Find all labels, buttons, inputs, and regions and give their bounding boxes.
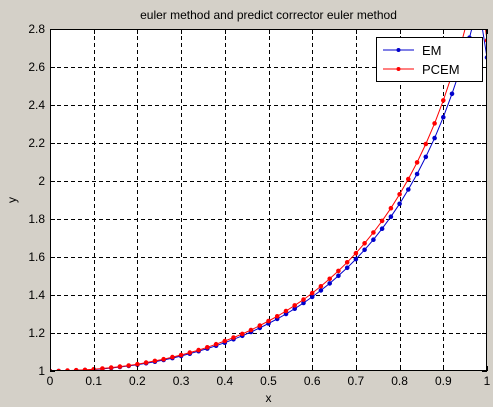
data-point-em <box>336 273 341 279</box>
data-point-pcem <box>82 367 88 371</box>
data-point-pcem <box>353 250 359 256</box>
x-axis-label: x <box>266 391 272 405</box>
data-point-em <box>327 281 333 286</box>
data-point-pcem <box>100 366 105 371</box>
legend-box <box>376 37 483 82</box>
y-tick-label: 1.8 <box>28 212 45 226</box>
data-point-pcem <box>178 352 184 358</box>
data-point-pcem <box>318 284 324 289</box>
data-point-pcem <box>301 297 306 302</box>
data-point-pcem <box>196 347 201 353</box>
y-axis-label: y <box>5 197 19 203</box>
data-point-em <box>388 214 394 219</box>
data-point-pcem <box>344 260 350 265</box>
data-point-pcem <box>108 365 114 370</box>
x-tick-label: 0.9 <box>435 374 452 388</box>
data-point-pcem <box>309 290 315 296</box>
data-point-pcem <box>187 350 193 355</box>
data-point-pcem <box>231 335 236 340</box>
data-point-pcem <box>117 364 123 369</box>
x-tick-label: 0 <box>47 374 54 388</box>
data-point-em <box>344 265 350 271</box>
data-point-pcem <box>379 218 385 224</box>
data-point-pcem <box>371 230 376 235</box>
data-point-pcem <box>143 360 149 365</box>
data-point-em <box>441 114 446 120</box>
ticks: 0 0.1 0.2 0.3 0.4 0.5 0.6 0.7 0.8 0.9 1 1 1.2 1.4 1.6 1… <box>28 22 490 388</box>
data-point-em <box>432 135 437 141</box>
series-pcem <box>50 10 487 371</box>
data-point-pcem <box>266 318 271 324</box>
data-point-em <box>318 288 324 293</box>
y-tick-label: 2.8 <box>28 22 45 36</box>
data-point-pcem <box>222 338 228 344</box>
data-point-pcem <box>432 121 437 126</box>
data-point-pcem <box>152 358 158 364</box>
data-point-em <box>362 247 367 253</box>
data-point-pcem <box>406 176 411 182</box>
data-point-pcem <box>274 314 280 319</box>
x-tick-label: 0.6 <box>304 374 321 388</box>
x-tick-label: 0.4 <box>216 374 233 388</box>
data-point-pcem <box>441 98 446 103</box>
y-tick-label: 1.6 <box>28 250 45 264</box>
data-point-pcem <box>213 341 219 347</box>
x-tick-label: 0.7 <box>348 374 365 388</box>
data-point-pcem <box>257 323 263 328</box>
data-point-pcem <box>336 268 341 274</box>
y-tick-label: 2.6 <box>28 60 45 74</box>
y-tick-label: 2 <box>38 174 45 188</box>
data-point-pcem <box>283 308 289 314</box>
chart-title: euler method and predict corrector euler… <box>140 8 397 22</box>
y-tick-label: 2.4 <box>28 98 45 112</box>
legend-marker-em <box>396 48 401 52</box>
data-point-pcem <box>248 327 254 333</box>
data-point-em <box>379 226 385 231</box>
x-tick-label: 1 <box>484 374 491 388</box>
grid-lines <box>50 29 487 371</box>
x-tick-label: 0.5 <box>260 374 277 388</box>
data-point-pcem <box>292 303 298 308</box>
data-point-em <box>406 187 411 192</box>
y-tick-label: 1 <box>38 364 45 378</box>
data-point-pcem <box>205 345 210 350</box>
data-point-pcem <box>388 205 394 211</box>
data-point-em <box>414 171 420 177</box>
x-tick-label: 0.1 <box>85 374 102 388</box>
series-layer <box>50 2 487 371</box>
legend-label-pcem: PCEM <box>422 62 460 77</box>
data-point-em <box>397 201 402 207</box>
data-point-pcem <box>135 361 140 367</box>
data-point-em <box>309 294 315 300</box>
legend-marker-pcem <box>396 67 401 71</box>
data-point-pcem <box>327 276 333 282</box>
data-point-em <box>353 256 359 262</box>
plot-area <box>50 29 487 371</box>
data-point-em <box>371 237 376 242</box>
axes-frame <box>50 29 487 371</box>
data-point-em <box>477 2 481 6</box>
data-point-pcem <box>423 141 429 147</box>
x-tick-label: 0.3 <box>173 374 190 388</box>
data-point-pcem <box>414 160 420 165</box>
y-tick-label: 2.2 <box>28 136 45 150</box>
data-point-pcem <box>362 241 367 246</box>
y-tick-label: 1.2 <box>28 326 45 340</box>
data-point-pcem <box>397 192 402 197</box>
data-point-pcem <box>170 354 175 360</box>
legend: EM PCEM <box>376 37 483 82</box>
legend-label-em: EM <box>422 43 442 58</box>
x-tick-label: 0.8 <box>391 374 408 388</box>
data-point-em <box>449 91 455 97</box>
x-tick-label: 0.2 <box>129 374 146 388</box>
data-point-em <box>423 154 429 160</box>
data-point-pcem <box>126 363 131 368</box>
data-point-pcem <box>468 10 472 14</box>
y-tick-label: 1.4 <box>28 288 45 302</box>
data-point-pcem <box>240 331 245 337</box>
data-point-pcem <box>161 356 166 362</box>
